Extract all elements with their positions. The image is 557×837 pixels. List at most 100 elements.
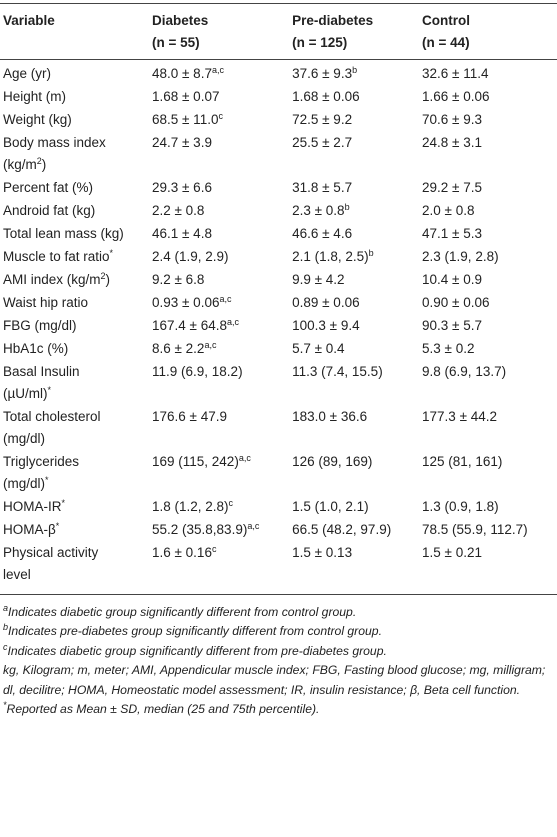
variable-cell: Basal Insulin (µU/ml)* <box>0 360 149 405</box>
superscript: * <box>55 521 60 531</box>
value-cell: 1.68 ± 0.07 <box>149 85 289 108</box>
header-n: (n = 44) <box>422 35 470 50</box>
value-cell: 55.2 (35.8,83.9)a,c <box>149 518 289 541</box>
cell-text: 100.3 ± 9.4 <box>292 315 416 337</box>
value-cell: 5.7 ± 0.4 <box>289 337 419 360</box>
footnote-mark: b <box>3 622 9 633</box>
superscript: c <box>211 544 217 554</box>
cell-text: 32.6 ± 11.4 <box>422 63 554 85</box>
table-row: Height (m) 1.68 ± 0.07 1.68 ± 0.06 1.66 ± 0… <box>0 85 557 108</box>
value-cell: 1.3 (0.9, 1.8) <box>419 495 557 518</box>
cell-text: 47.1 ± 5.3 <box>422 223 554 245</box>
cell-text: 1.5 (1.0, 2.1) <box>292 496 416 518</box>
table-row: Muscle to fat ratio* 2.4 (1.9, 2.9) 2.1 (1… <box>0 245 557 268</box>
text: 55.2 (35.8,83.9) <box>152 522 248 537</box>
superscript: c <box>218 111 223 121</box>
text: 72.5 ± 9.2 <box>292 112 353 127</box>
table-row: Total cholesterol (mg/dl) 176.6 ± 47.9 183… <box>0 405 557 450</box>
text: 9.9 ± 4.2 <box>292 272 345 287</box>
text: 2.3 ± 0.8 <box>292 203 345 218</box>
cell-text: 46.6 ± 4.6 <box>292 223 416 245</box>
text: 11.3 (7.4, 15.5) <box>292 364 383 379</box>
cell-text: 70.6 ± 9.3 <box>422 109 554 131</box>
header-title: Control <box>422 13 471 28</box>
cell-text: FBG (mg/dl) <box>3 315 125 337</box>
value-cell: 1.68 ± 0.06 <box>289 85 419 108</box>
body: Variable Diabetes (n = 55) Pre-diabetes (n =… <box>0 3 557 837</box>
superscript: c <box>228 498 234 508</box>
value-cell: 2.1 (1.8, 2.5)b <box>289 245 419 268</box>
superscript: a,c <box>238 453 251 463</box>
text: ) <box>105 272 111 287</box>
table-row: HbA1c (%) 8.6 ± 2.2a,c 5.7 ± 0.4 5.3 ± 0.2 <box>0 337 557 360</box>
cell-text: 10.4 ± 0.9 <box>422 269 554 291</box>
value-cell: 5.3 ± 0.2 <box>419 337 557 360</box>
value-cell: 167.4 ± 64.8a,c <box>149 314 289 337</box>
value-cell: 1.5 (1.0, 2.1) <box>289 495 419 518</box>
value-cell: 46.1 ± 4.8 <box>149 222 289 245</box>
cell-text: 1.6 ± 0.16c <box>152 542 286 564</box>
text: 37.6 ± 9.3 <box>292 66 353 81</box>
variable-cell: Total lean mass (kg) <box>0 222 149 245</box>
superscript: a,c <box>211 65 224 75</box>
cell-text: Percent fat (%) <box>3 177 125 199</box>
text: 32.6 ± 11.4 <box>422 66 489 81</box>
text: 183.0 ± 36.6 <box>292 409 368 424</box>
value-cell: 177.3 ± 44.2 <box>419 405 557 450</box>
text: 10.4 ± 0.9 <box>422 272 482 287</box>
value-cell: 29.2 ± 7.5 <box>419 176 557 199</box>
footnote-mark: a <box>3 603 9 613</box>
text: 29.2 ± 7.5 <box>422 180 482 195</box>
value-cell: 125 (81, 161) <box>419 450 557 495</box>
cell-text: 169 (115, 242)a,c <box>152 451 286 473</box>
text: HOMA-IR <box>3 499 62 514</box>
footnote: kg, Kilogram; m, meter; AMI, Appendicula… <box>3 661 554 700</box>
footnote: bIndicates pre-diabetes group significan… <box>3 622 554 641</box>
value-cell: 1.5 ± 0.13 <box>289 541 420 595</box>
text: Muscle to fat ratio <box>3 249 110 264</box>
text: 9.2 ± 6.8 <box>152 272 205 287</box>
text: 11.9 (6.9, 18.2) <box>152 364 243 379</box>
cell-text: 0.90 ± 0.06 <box>422 292 554 314</box>
variable-cell: Android fat (kg) <box>0 199 149 222</box>
value-cell: 1.6 ± 0.16c <box>149 541 290 595</box>
text: 2.4 (1.9, 2.9) <box>152 249 229 264</box>
cell-text: 2.2 ± 0.8 <box>152 200 286 222</box>
footnote-text: Indicates diabetic group significantly d… <box>7 643 387 658</box>
header-cell: Diabetes (n = 55) <box>149 3 290 60</box>
cell-text: Basal Insulin (µU/ml)* <box>3 361 125 405</box>
text: FBG (mg/dl) <box>3 318 77 333</box>
footnote: *Reported as Mean ± SD, median (25 and 7… <box>3 700 554 719</box>
header-title: Diabetes <box>152 13 209 28</box>
superscript: 2 <box>100 271 106 281</box>
cell-text: 29.2 ± 7.5 <box>422 177 554 199</box>
header-row: Variable Diabetes (n = 55) Pre-diabetes (n =… <box>0 3 557 60</box>
value-cell: 24.8 ± 3.1 <box>419 131 557 176</box>
text: 0.93 ± 0.06 <box>152 295 220 310</box>
footnote: cIndicates diabetic group significantly … <box>3 642 554 661</box>
cell-text: 1.68 ± 0.06 <box>292 86 416 108</box>
text: Body mass index (kg/m <box>3 135 106 172</box>
value-cell: 2.3 (1.9, 2.8) <box>419 245 557 268</box>
value-cell: 126 (89, 169) <box>289 450 419 495</box>
value-cell: 169 (115, 242)a,c <box>149 450 289 495</box>
superscript: * <box>47 385 52 395</box>
cell-text: 11.9 (6.9, 18.2) <box>152 361 286 383</box>
variable-cell: Height (m) <box>0 85 149 108</box>
value-cell: 9.2 ± 6.8 <box>149 268 289 291</box>
text: Total lean mass (kg) <box>3 226 124 241</box>
cell-text: 48.0 ± 8.7a,c <box>152 63 286 85</box>
value-cell: 72.5 ± 9.2 <box>289 108 419 131</box>
text: 0.90 ± 0.06 <box>422 295 490 310</box>
cell-text: 125 (81, 161) <box>422 451 554 473</box>
table-row: Physical activity level 1.6 ± 0.16c 1.5 ± … <box>0 541 557 595</box>
text: Waist hip ratio <box>3 295 89 310</box>
text: 24.8 ± 3.1 <box>422 135 482 150</box>
cell-text: 177.3 ± 44.2 <box>422 406 554 428</box>
text: 169 (115, 242) <box>152 454 239 469</box>
cell-text: 66.5 (48.2, 97.9) <box>292 519 416 541</box>
superscript: a,c <box>247 521 260 531</box>
cell-text: 2.1 (1.8, 2.5)b <box>292 246 416 268</box>
text: 1.5 (1.0, 2.1) <box>292 499 369 514</box>
